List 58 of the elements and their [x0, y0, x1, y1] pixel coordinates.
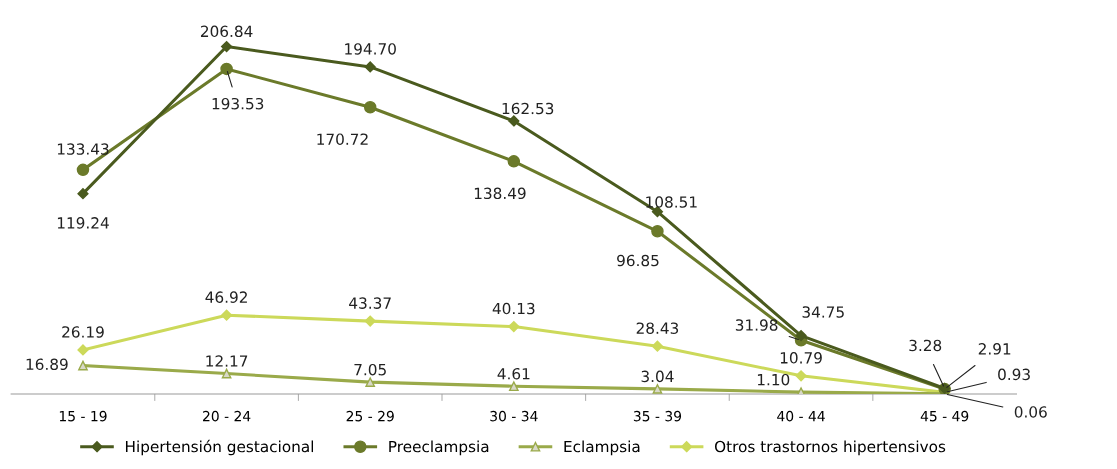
data-label: 138.49: [474, 187, 526, 200]
data-label: 0.06: [1014, 406, 1047, 418]
data-label: 2.91: [978, 343, 1011, 355]
x-tick-label: 45 - 49: [920, 410, 969, 422]
x-tick-label: 20 - 24: [203, 410, 251, 422]
data-label: 3.28: [909, 339, 942, 352]
x-tick-label: 35 - 39: [633, 410, 682, 422]
legend-label: Eclampsia: [564, 440, 640, 456]
x-tick-label: 15 - 19: [59, 410, 107, 422]
point: [364, 61, 376, 73]
data-label: 28.43: [636, 322, 679, 334]
data-label: 34.75: [802, 306, 844, 318]
data-label: 10.79: [780, 352, 822, 364]
point: [220, 62, 233, 76]
data-label: 206.84: [200, 25, 253, 38]
point: [651, 340, 664, 352]
x-tick-label: 30 - 34: [490, 410, 538, 422]
point: [651, 225, 664, 238]
data-label: 40.13: [492, 302, 535, 315]
point: [652, 383, 663, 394]
point: [363, 100, 377, 114]
legend-label: Otros trastornos hipertensivos: [714, 440, 946, 456]
data-label: 46.92: [205, 291, 247, 303]
point: [77, 188, 89, 200]
point: [364, 315, 376, 327]
legend-label: Hipertensión gestacional: [125, 439, 314, 456]
data-label: 3.04: [641, 370, 674, 383]
data-label: 43.37: [349, 297, 391, 309]
data-label: 194.70: [345, 43, 396, 55]
data-label: 108.51: [646, 196, 697, 208]
data-label: 193.53: [212, 97, 264, 110]
point: [507, 155, 521, 168]
data-label: 162.53: [502, 102, 554, 115]
data-label: 4.61: [497, 367, 530, 380]
point: [508, 381, 519, 392]
point: [508, 320, 520, 333]
data-label: 16.89: [26, 358, 68, 371]
data-label: 31.98: [735, 319, 778, 331]
data-label: 119.24: [57, 217, 109, 229]
point: [76, 163, 90, 177]
data-label: 170.72: [317, 133, 368, 145]
point: [795, 329, 807, 342]
data-label: 1.10: [757, 373, 790, 386]
data-label: 133.43: [57, 143, 109, 155]
point: [220, 40, 233, 53]
point: [221, 368, 232, 379]
data-label: 96.85: [617, 254, 659, 267]
data-label: 12.17: [206, 355, 248, 367]
point: [365, 377, 376, 387]
legend-label: Preeclampsia: [389, 440, 489, 456]
data-label: 26.19: [62, 326, 104, 338]
x-tick-label: 25 - 29: [346, 410, 394, 422]
point: [795, 370, 807, 382]
point: [78, 360, 88, 371]
data-label: 0.93: [998, 368, 1030, 381]
point: [508, 115, 520, 127]
x-tick-label: 40 - 44: [777, 410, 825, 422]
data-label: 7.05: [354, 363, 386, 376]
